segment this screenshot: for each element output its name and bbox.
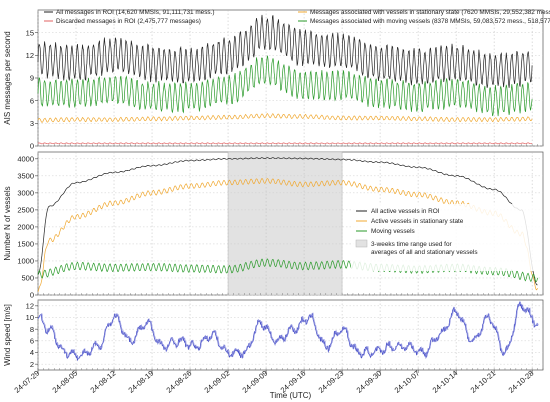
y-tick-label: 4000 [17, 154, 34, 163]
x-tick-label: 24-10-14 [431, 369, 460, 395]
legend-label: Messages associated with moving vessels … [310, 18, 550, 25]
y-tick-label: 6 [30, 336, 34, 345]
x-tick-label: 24-09-23 [317, 369, 346, 395]
x-tick-label: 24-09-09 [241, 369, 270, 395]
y-tick-label: 3 [30, 119, 34, 128]
x-tick-label: 24-10-21 [469, 369, 498, 395]
y-tick-label: 3500 [17, 171, 34, 180]
legend-label: All messages in ROI (14,620 MMSIs, 91,11… [56, 9, 215, 16]
plot-frame [37, 299, 544, 371]
y-axis-label: Wind speed [m/s] [3, 304, 12, 366]
y-axis-label: AIS messages per second [3, 31, 12, 124]
series-line-all-messages-in [37, 14, 533, 88]
y-tick-label: 3000 [17, 188, 34, 197]
x-tick-label: 24-09-02 [203, 369, 232, 395]
y-tick-label: 10 [26, 313, 34, 322]
legend-label: Messages associated with vessels in stat… [310, 9, 550, 16]
x-tick-label: 24-08-19 [127, 369, 156, 395]
y-tick-label: 2500 [17, 205, 34, 214]
y-tick-label: 0 [30, 142, 34, 151]
x-tick-label: 24-09-30 [355, 369, 384, 395]
series-line-messages-associated-with [37, 55, 533, 117]
x-tick-label: 24-10-07 [393, 369, 422, 395]
x-tick-label: 24-08-26 [165, 369, 194, 395]
y-tick-label: 12 [26, 51, 34, 60]
series-line-wind-speed-secondary [38, 300, 539, 361]
y-tick-label: 1500 [17, 240, 34, 249]
y-tick-label: 4 [30, 348, 34, 357]
series-line-discarded-messages-in [37, 142, 533, 145]
legend-label: averages of all and stationary vessels [371, 249, 478, 256]
x-axis-label: Time (UTC) [270, 391, 312, 400]
legend-label: All active vessels in ROI [371, 208, 440, 215]
x-tick-label: 24-07-29 [12, 369, 41, 395]
legend-swatch-shaded [355, 239, 368, 248]
y-tick-label: 15 [26, 28, 34, 37]
legend-label: 3-weeks time range used for [371, 241, 453, 248]
series-line-all-active-vessels [37, 157, 538, 286]
panel-wind: 2 4 6 8 10 12 Wind speed [m/s] [3, 299, 544, 371]
y-tick-label: 2000 [17, 223, 34, 232]
legend-label: Active vessels in stationary state [371, 218, 464, 225]
x-tick-label: 24-10-28 [507, 369, 536, 395]
panel-messages: 0 3 6 9 12 15 AIS messages per second All messa… [3, 9, 550, 151]
y-tick-label: 2 [30, 360, 34, 369]
y-tick-label: 6 [30, 96, 34, 105]
y-tick-label: 500 [21, 274, 34, 283]
panel-vessels: 0 500 1000 1500 2000 2500 3000 3500 4000 Number N… [3, 151, 544, 300]
y-tick-label: 9 [30, 74, 34, 83]
legend-label: Discarded messages in ROI (2,475,777 mes… [56, 18, 201, 25]
legend-messages: All messages in ROI (14,620 MMSIs, 91,11… [44, 9, 550, 25]
legend-box [351, 204, 541, 271]
y-axis-label: Number N of vessels [3, 186, 12, 260]
y-tick-label: 12 [26, 301, 34, 310]
shaded-time-range [227, 151, 343, 296]
y-tick-label: 0 [30, 291, 34, 300]
x-tick-label: 24-08-05 [51, 369, 80, 395]
legend-label: Moving vessels [371, 228, 415, 235]
y-tick-label: 1000 [17, 257, 34, 266]
legend-vessels: All active vessels in ROI Active vessels … [351, 204, 541, 271]
x-tick-label: 24-08-12 [89, 369, 118, 395]
y-tick-label: 8 [30, 325, 34, 334]
series-line-messages-associated-with [37, 113, 533, 123]
